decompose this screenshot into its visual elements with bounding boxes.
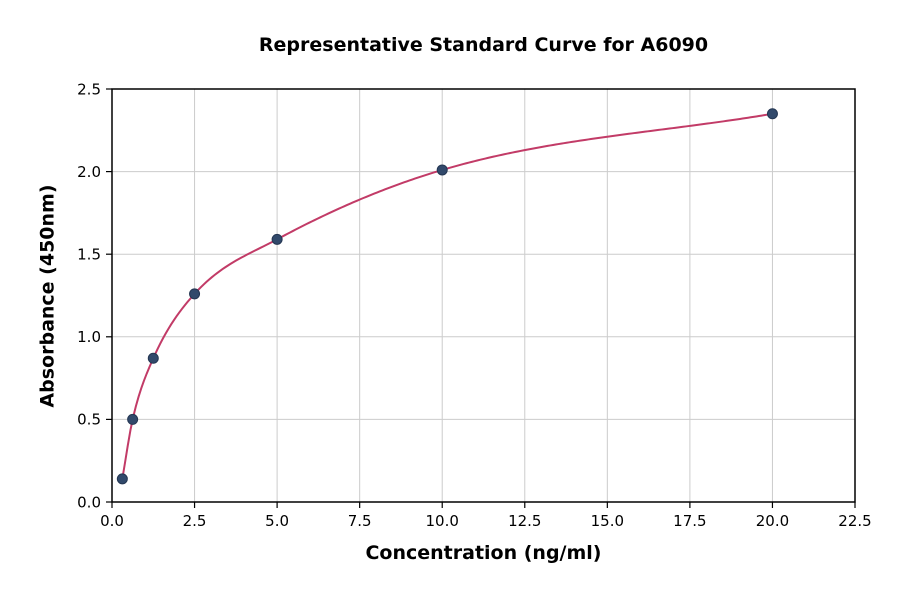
- x-axis-label: Concentration (ng/ml): [365, 542, 602, 564]
- data-point: [766, 108, 778, 120]
- x-tick-label: 22.5: [838, 512, 871, 530]
- y-tick-label: 1.5: [77, 245, 101, 263]
- x-tick-label: 7.5: [348, 512, 372, 530]
- data-point: [116, 473, 128, 485]
- y-tick-label: 2.0: [77, 163, 101, 181]
- x-tick-label: 12.5: [508, 512, 541, 530]
- y-tick-label: 0.5: [77, 411, 101, 429]
- x-tick-label: 10.0: [426, 512, 459, 530]
- y-tick-label: 0.0: [77, 493, 101, 511]
- data-point: [436, 164, 448, 176]
- data-point: [189, 288, 201, 300]
- data-point: [147, 352, 159, 364]
- x-tick-label: 17.5: [673, 512, 706, 530]
- chart-title: Representative Standard Curve for A6090: [258, 34, 709, 56]
- y-tick-label: 1.0: [77, 328, 101, 346]
- x-tick-label: 20.0: [756, 512, 789, 530]
- plot-frame: [111, 88, 856, 503]
- data-point: [127, 413, 139, 425]
- x-tick-label: 0.0: [100, 512, 124, 530]
- x-tick-label: 2.5: [183, 512, 207, 530]
- x-tick-label: 15.0: [591, 512, 624, 530]
- y-axis-label: Absorbance (450nm): [36, 184, 59, 408]
- data-point: [271, 233, 283, 245]
- x-tick-label: 5.0: [265, 512, 289, 530]
- y-tick-label: 2.5: [77, 80, 101, 98]
